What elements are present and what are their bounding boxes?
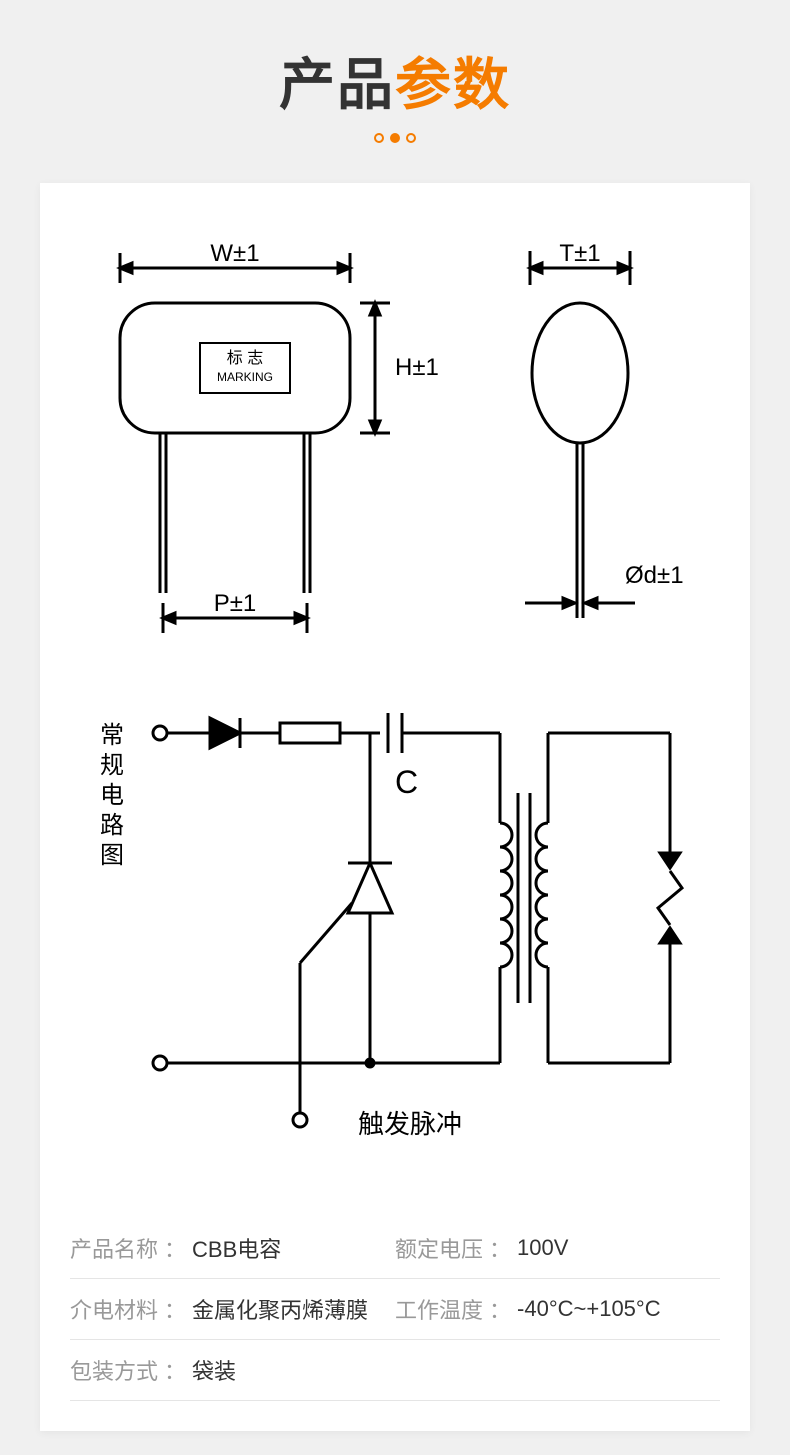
spec-value: -40°C~+105°C [517, 1296, 661, 1322]
content-card: W±1 标 志 MARKING H±1 [40, 183, 750, 1431]
dim-label-h: H±1 [395, 354, 439, 381]
decorative-dots [0, 133, 790, 143]
dim-label-t: T±1 [559, 240, 600, 267]
spec-label: 工作温度 [395, 1293, 483, 1325]
dot-icon [390, 133, 400, 143]
title-part2: 参数 [395, 53, 511, 116]
marking-en: MARKING [217, 370, 273, 384]
capacitor-label: C [395, 764, 418, 800]
circuit-title-3: 电 [100, 782, 124, 809]
spec-table: 产品名称 ： CBB电容 额定电压 ： 100V 介电材料 ： 金属化聚丙烯薄膜… [70, 1218, 720, 1401]
spec-row: 包装方式 ： 袋装 [70, 1340, 720, 1401]
spec-label: 产品名称 [70, 1232, 158, 1264]
spec-row: 额定电压 ： 100V [395, 1218, 720, 1279]
marking-cn: 标 志 [227, 349, 263, 367]
spec-value: 袋装 [192, 1354, 236, 1386]
dim-label-w: W±1 [210, 240, 259, 267]
spec-label: 包装方式 [70, 1354, 158, 1386]
title-part1: 产品 [279, 53, 395, 116]
circuit-title-1: 常 [100, 722, 124, 749]
trigger-label: 触发脉冲 [358, 1109, 462, 1139]
spec-value: 金属化聚丙烯薄膜 [192, 1293, 368, 1325]
circuit-title-5: 图 [100, 842, 124, 869]
spec-colon: ： [164, 1354, 186, 1386]
spec-row: 工作温度 ： -40°C~+105°C [395, 1279, 720, 1340]
spec-label: 介电材料 [70, 1293, 158, 1325]
spec-label: 额定电压 [395, 1232, 483, 1264]
spec-row: 介电材料 ： 金属化聚丙烯薄膜 [70, 1279, 395, 1340]
spec-colon: ： [164, 1293, 186, 1325]
dot-icon [406, 133, 416, 143]
spec-row: 产品名称 ： CBB电容 [70, 1218, 395, 1279]
dim-label-p: P±1 [214, 590, 257, 617]
technical-diagram: W±1 标 志 MARKING H±1 [70, 223, 720, 1188]
page-title: 产品参数 [0, 40, 790, 121]
spec-colon: ： [164, 1232, 186, 1264]
circuit-title-4: 路 [100, 812, 124, 839]
diagram-svg: W±1 标 志 MARKING H±1 [70, 223, 720, 1183]
circuit-title-2: 规 [100, 752, 124, 779]
dim-label-d: Ød±1 [625, 562, 684, 589]
spec-colon: ： [489, 1232, 511, 1264]
spec-colon: ： [489, 1293, 511, 1325]
spec-value: CBB电容 [192, 1232, 281, 1264]
page-header: 产品参数 [0, 0, 790, 163]
spec-value: 100V [517, 1235, 568, 1261]
dot-icon [374, 133, 384, 143]
